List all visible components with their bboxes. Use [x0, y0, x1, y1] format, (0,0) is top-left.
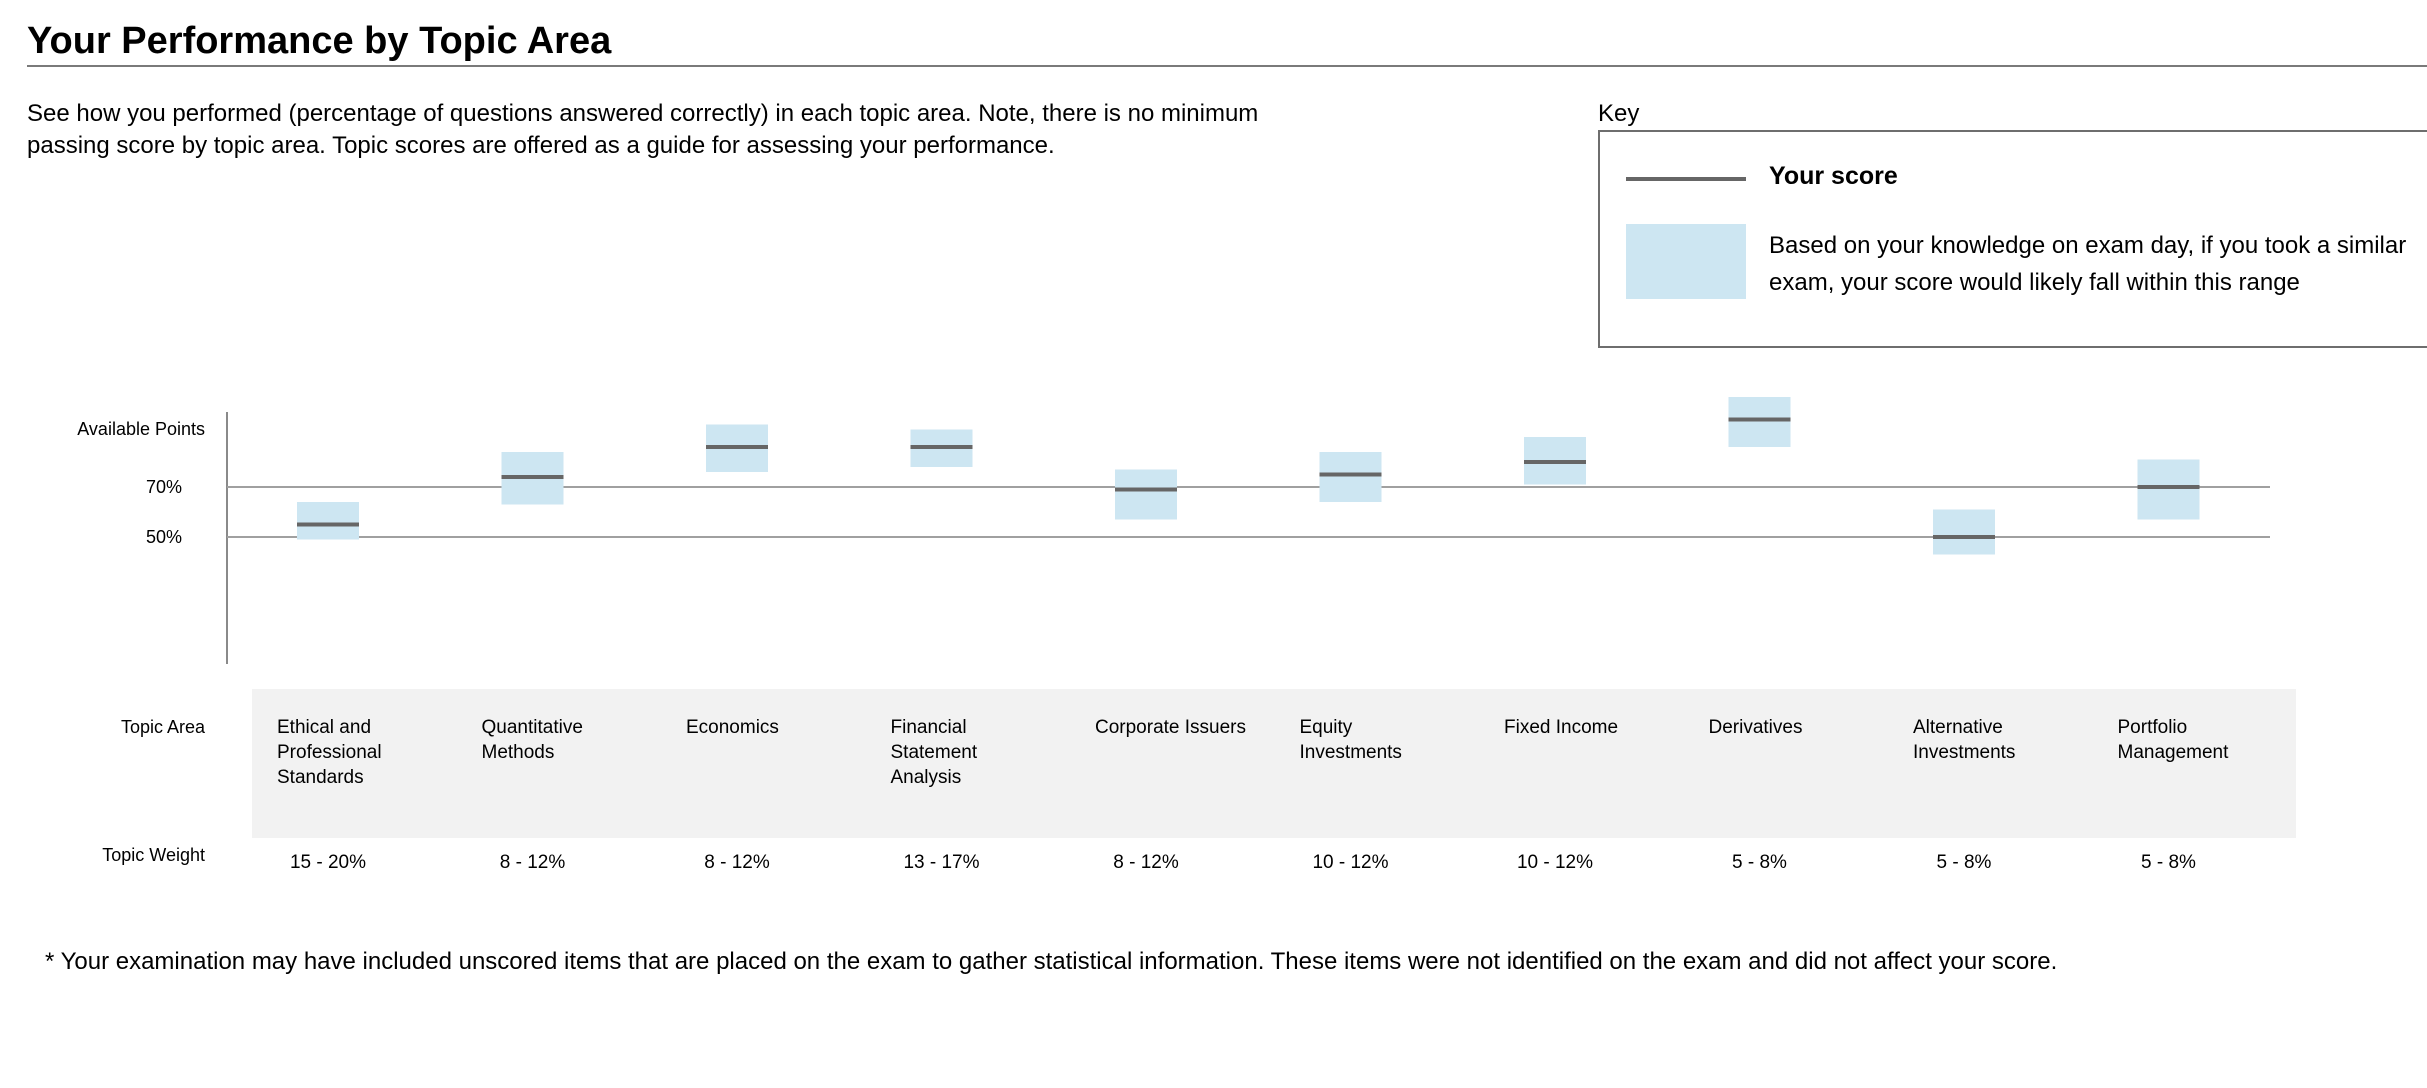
- y-label-50: 50%: [146, 527, 182, 547]
- score-range-bar: [2137, 459, 2200, 520]
- y-label-70: 70%: [146, 477, 182, 497]
- title-divider: [27, 65, 2427, 67]
- topic-name-label: Professional: [277, 742, 382, 763]
- topic-name-label: Quantitative: [482, 717, 583, 738]
- intro-text: See how you performed (percentage of que…: [27, 100, 1259, 159]
- topic-weight-label: 5 - 8%: [1732, 852, 1787, 873]
- topic-name-label: Fixed Income: [1504, 717, 1618, 738]
- topic-name-label: Investments: [1913, 742, 2015, 763]
- topic-weight-label: 13 - 17%: [903, 852, 979, 873]
- key-score-line: [1626, 177, 1746, 181]
- key-box: Your score Based on your knowledge on ex…: [1598, 130, 2427, 348]
- topic-name-label: Statement: [891, 742, 978, 763]
- score-range-bar: [1728, 397, 1791, 447]
- footnote: * Your examination may have included uns…: [45, 948, 2058, 975]
- key-score-label: Your score: [1769, 162, 1898, 190]
- y-label-available-points: Available Points: [77, 419, 205, 439]
- topic-weight-label: 8 - 12%: [704, 852, 770, 873]
- score-range-bar: [1933, 509, 1995, 555]
- score-range-bar: [297, 502, 359, 540]
- topic-name-label: Equity: [1300, 717, 1353, 738]
- topic-name-label: Standards: [277, 767, 364, 788]
- topic-name-label: Ethical and: [277, 717, 371, 738]
- topic-weight-label: 8 - 12%: [1113, 852, 1179, 873]
- topic-weight-label: 10 - 12%: [1517, 852, 1593, 873]
- topic-name-label: Derivatives: [1709, 717, 1803, 738]
- topic-weight-label: 5 - 8%: [2141, 852, 2196, 873]
- key-title: Key: [1598, 100, 1640, 127]
- topic-weight-label: 8 - 12%: [500, 852, 566, 873]
- topic-area-band: [252, 689, 2296, 838]
- topic-name-label: Methods: [482, 742, 555, 763]
- score-range-bar: [1319, 452, 1382, 502]
- score-range-bar: [1115, 469, 1177, 520]
- topic-weight-label: 15 - 20%: [290, 852, 366, 873]
- topic-name-label: Corporate Issuers: [1095, 717, 1246, 738]
- row-label-topic-weight: Topic Weight: [102, 845, 205, 865]
- row-label-topic-area: Topic Area: [121, 717, 206, 737]
- topic-name-label: Management: [2118, 742, 2230, 763]
- topic-weight-label: 5 - 8%: [1937, 852, 1992, 873]
- topic-name-label: Investments: [1300, 742, 1402, 763]
- topic-name-label: Financial: [891, 717, 967, 738]
- topic-name-label: Alternative: [1913, 717, 2003, 738]
- topic-name-label: Portfolio: [2118, 717, 2188, 738]
- topic-performance-chart: Available Points 70% 50% Topic Area Topic We…: [77, 397, 2296, 873]
- key-range-swatch: [1626, 224, 1746, 299]
- page-title: Your Performance by Topic Area: [27, 20, 612, 62]
- topic-name-label: Economics: [686, 717, 779, 738]
- topic-weight-label: 10 - 12%: [1312, 852, 1388, 873]
- topic-name-label: Analysis: [891, 767, 962, 788]
- key-range-label: Based on your knowledge on exam day, if …: [1769, 232, 2407, 296]
